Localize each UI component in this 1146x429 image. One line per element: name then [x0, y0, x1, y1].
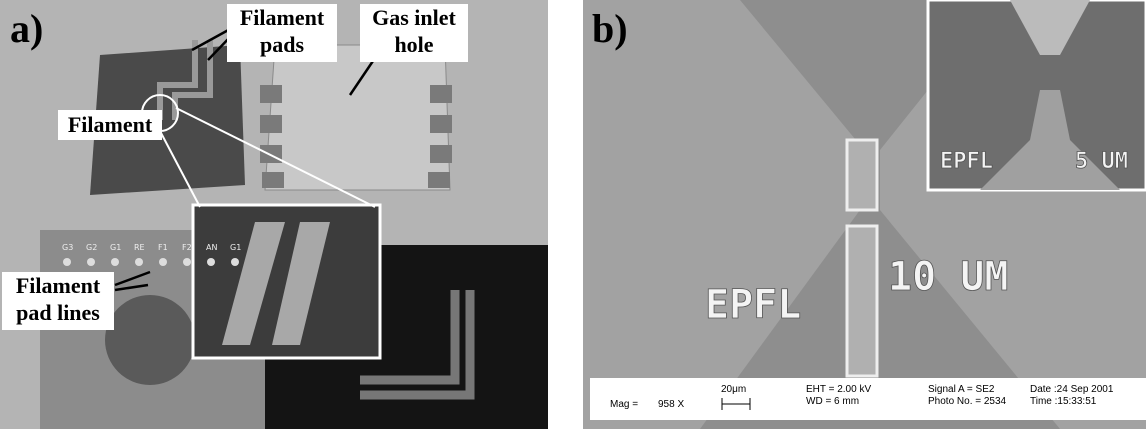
annotation-line: pad lines — [16, 300, 100, 325]
pin — [183, 258, 191, 266]
info-text: 20μm — [721, 384, 746, 395]
pin-label: G2 — [86, 243, 97, 252]
pin — [231, 258, 239, 266]
bridge — [847, 226, 877, 376]
panel-label: a) — [10, 6, 43, 51]
pin — [207, 258, 215, 266]
panel-label: b) — [592, 6, 628, 51]
pin — [135, 258, 143, 266]
annotation-line: Filament — [16, 273, 101, 298]
info-text: WD = 6 mm — [806, 396, 859, 407]
pin — [63, 258, 71, 266]
annotation-pad-lines: Filament pad lines — [2, 272, 114, 330]
bridge — [847, 140, 877, 210]
panel-a: a) Filament pads Gas inlet hole Filament… — [0, 0, 548, 429]
etched-text: 10 UM — [888, 254, 1008, 300]
info-text: Signal A = SE2 — [928, 384, 995, 395]
etched-text: EPFL — [705, 282, 801, 328]
annotation-line: Filament — [68, 112, 153, 137]
annotation-line: Filament — [240, 5, 325, 30]
panel-b: EPFL 10 UM EPFL 5 UM b) Mag = 958 X 20μm… — [583, 0, 1146, 429]
pin — [87, 258, 95, 266]
annotation-gas-inlet: Gas inlet hole — [360, 4, 468, 62]
pin-label: AN — [206, 243, 217, 252]
figure: a) Filament pads Gas inlet hole Filament… — [0, 0, 1146, 429]
pin-label: F2 — [182, 243, 192, 252]
annotation-filament-pads: Filament pads — [227, 4, 337, 62]
etched-text: EPFL — [940, 149, 993, 174]
pcb-hole — [105, 295, 195, 385]
info-text: Date :24 Sep 2001 — [1030, 384, 1114, 395]
info-text: Time :15:33:51 — [1030, 396, 1097, 407]
annotation-line: pads — [260, 32, 304, 57]
info-text: 958 X — [658, 399, 684, 410]
info-text: Mag = — [610, 399, 638, 410]
pin-label: G3 — [62, 243, 73, 252]
annotation-filament: Filament — [58, 110, 162, 140]
pin-label: F1 — [158, 243, 168, 252]
pin-label: G1 — [110, 243, 121, 252]
annotation-line: hole — [394, 32, 433, 57]
glass-chip — [265, 45, 450, 190]
info-text: Photo No. = 2534 — [928, 396, 1007, 407]
pin-label: RE — [134, 243, 145, 252]
annotation-line: Gas inlet — [372, 5, 456, 30]
pin-label: G1 — [230, 243, 241, 252]
etched-text: 5 UM — [1075, 149, 1128, 174]
info-text: EHT = 2.00 kV — [806, 384, 871, 395]
pin — [111, 258, 119, 266]
pin — [159, 258, 167, 266]
